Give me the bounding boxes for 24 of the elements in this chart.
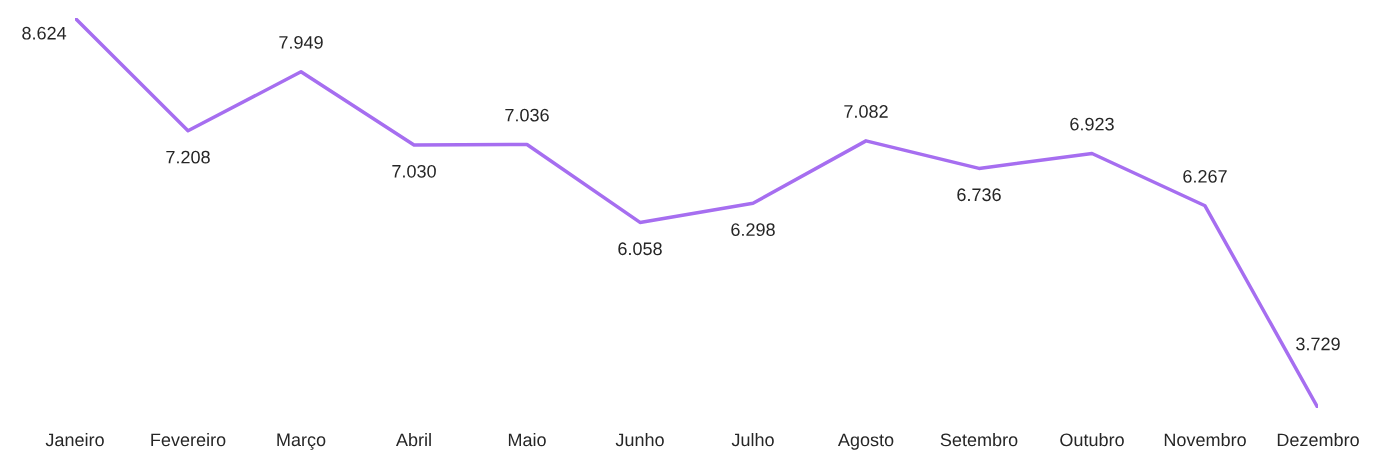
x-tick-label: Julho [731, 433, 774, 447]
x-tick-label: Setembro [940, 433, 1018, 447]
data-label: 6.736 [957, 188, 1001, 202]
x-tick-label: Janeiro [45, 433, 104, 447]
x-tick-label: Fevereiro [151, 433, 226, 447]
data-label: 6.923 [1070, 117, 1114, 131]
x-tick-label: Abril [395, 433, 431, 447]
x-tick-label: Outubro [1060, 433, 1124, 447]
data-label: 6.298 [731, 223, 775, 237]
data-label: 8.624 [22, 26, 67, 40]
x-tick-label: Junho [615, 433, 664, 447]
data-label: 3.729 [1296, 337, 1340, 351]
data-label: 7.036 [505, 108, 549, 122]
data-label: 6.267 [1183, 169, 1227, 183]
x-tick-label: Novembro [1164, 433, 1246, 447]
data-label: 7.208 [166, 150, 210, 164]
data-label: 7.949 [279, 35, 323, 49]
data-label: 6.058 [618, 242, 662, 256]
x-tick-label: Agosto [837, 433, 894, 450]
x-tick-label: Dezembro [1277, 433, 1359, 447]
x-tick-label: Março [277, 433, 326, 450]
data-label: 7.030 [392, 164, 436, 178]
x-tick-label: Maio [508, 433, 546, 447]
data-label: 7.082 [844, 105, 888, 118]
